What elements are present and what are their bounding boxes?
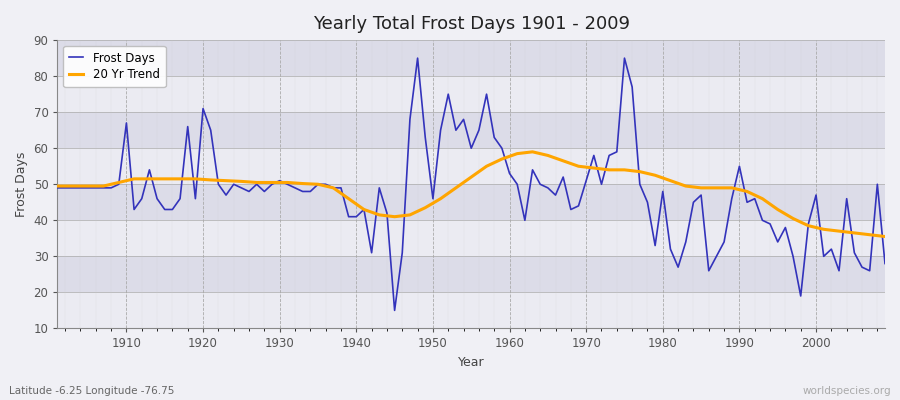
20 Yr Trend [358,207,369,212]
20 Yr Trend [52,184,63,188]
20 Yr Trend [879,234,890,239]
20 Yr Trend [527,150,538,154]
Frost Days [879,261,890,266]
Line: 20 Yr Trend: 20 Yr Trend [58,152,885,236]
Frost Days [519,218,530,223]
20 Yr Trend [864,232,875,237]
20 Yr Trend [144,176,155,181]
20 Yr Trend [205,178,216,182]
Frost Days [611,150,622,154]
Title: Yearly Total Frost Days 1901 - 2009: Yearly Total Frost Days 1901 - 2009 [312,15,630,33]
Bar [58,76,885,112]
Bar [58,292,885,328]
Legend: Frost Days, 20 Yr Trend: Frost Days, 20 Yr Trend [63,46,166,87]
Frost Days [412,56,423,60]
Frost Days [282,182,292,187]
Bar [58,4,885,40]
Bar [58,148,885,184]
20 Yr Trend [251,180,262,185]
Frost Days [52,186,63,190]
Frost Days [389,308,400,313]
Text: Latitude -6.25 Longitude -76.75: Latitude -6.25 Longitude -76.75 [9,386,175,396]
Text: worldspecies.org: worldspecies.org [803,386,891,396]
Line: Frost Days: Frost Days [58,58,885,310]
Y-axis label: Frost Days: Frost Days [15,152,28,217]
Frost Days [512,182,523,187]
Frost Days [113,182,124,187]
X-axis label: Year: Year [458,356,484,369]
Bar [58,220,885,256]
20 Yr Trend [803,223,814,228]
Frost Days [328,186,338,190]
